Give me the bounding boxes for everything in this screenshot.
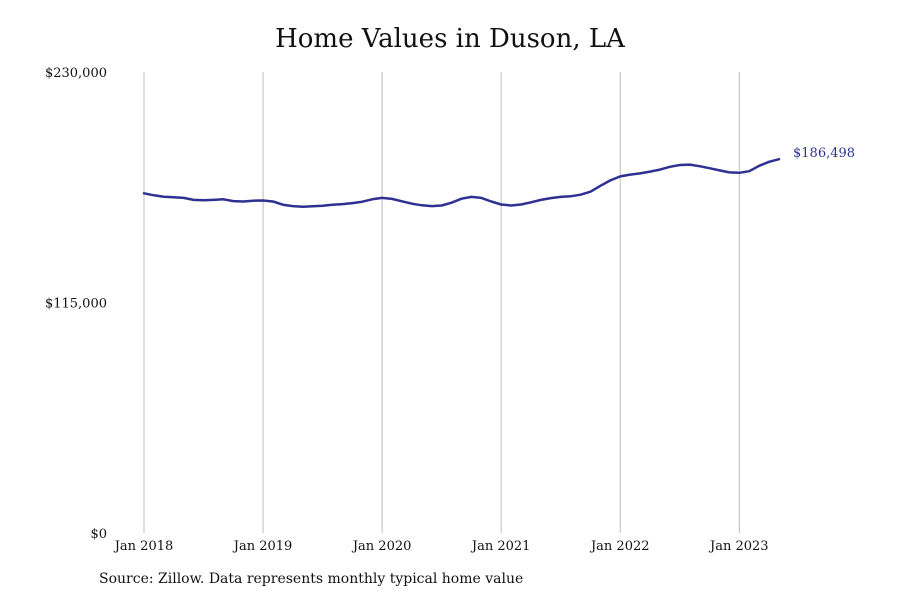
x-tick-label: Jan 2023 xyxy=(708,539,769,554)
chart-title: Home Values in Duson, LA xyxy=(275,24,625,54)
end-value-label: $186,498 xyxy=(793,146,855,161)
source-note: Source: Zillow. Data represents monthly … xyxy=(99,571,524,587)
x-tick-label: Jan 2020 xyxy=(351,539,412,554)
x-tick-label: Jan 2018 xyxy=(113,539,174,554)
y-axis-ticks: $0 $115,000 $230,000 xyxy=(45,66,107,542)
y-tick-label: $115,000 xyxy=(45,297,107,312)
y-tick-label: $0 xyxy=(90,527,107,542)
x-tick-label: Jan 2019 xyxy=(232,539,293,554)
y-tick-label: $230,000 xyxy=(45,66,107,81)
series-line xyxy=(142,157,781,208)
x-tick-label: Jan 2022 xyxy=(589,539,650,554)
series-layer: $186,498 xyxy=(142,146,855,208)
x-tick-label: Jan 2021 xyxy=(470,539,531,554)
x-axis-ticks: Jan 2018 Jan 2019 Jan 2020 Jan 2021 Jan 2022… xyxy=(113,539,769,554)
grid-lines xyxy=(143,72,740,533)
